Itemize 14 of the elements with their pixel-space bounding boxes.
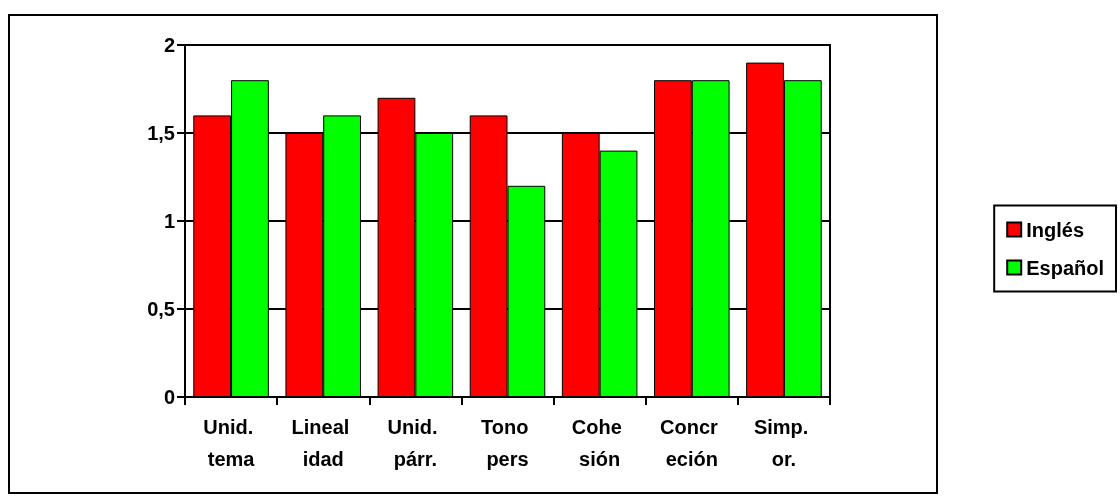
x-tick-label: Cohe sión [571,416,628,470]
y-tick-label: 0 [163,386,175,408]
x-tick-label: Simp. or. [753,416,814,470]
y-tick-label: 2 [163,34,175,56]
y-tick-label: 1 [163,210,175,232]
y-tick-label: 0,5 [147,298,175,320]
x-tick-label: Unid. párr. [387,416,444,470]
legend-label: Español [1026,256,1104,279]
x-tick-label: Lineal idad [291,416,355,470]
x-tick-label: Unid. tema [203,416,259,470]
x-tick-label: Tono pers [481,416,534,470]
legend-label: Inglés [1026,218,1084,241]
y-tick-label: 1,5 [147,122,175,144]
x-tick-label: Concr eción [660,416,724,470]
